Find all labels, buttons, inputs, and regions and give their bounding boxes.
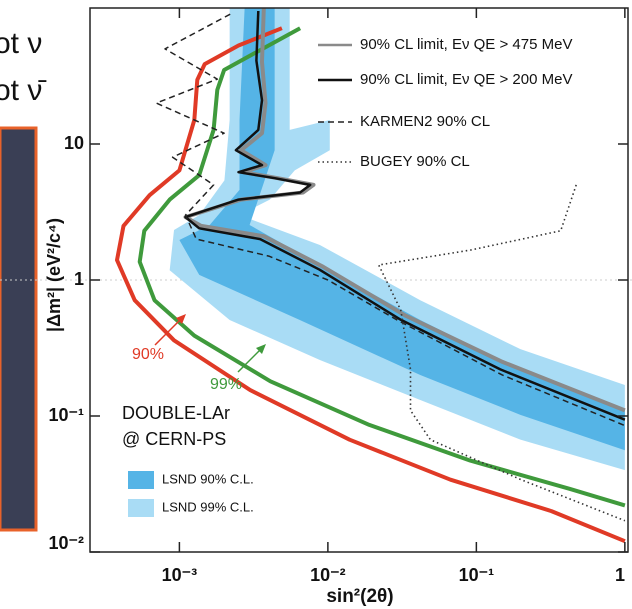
legend-swatch xyxy=(128,499,154,517)
arrow xyxy=(154,317,183,346)
curves xyxy=(115,8,626,544)
bands xyxy=(169,8,625,471)
lsnd-band xyxy=(169,8,625,471)
y-tick-label: 10 xyxy=(64,133,84,153)
arrow xyxy=(237,347,263,373)
side-text: ot ν̄ xyxy=(0,74,47,107)
curve xyxy=(183,8,626,413)
y-tick-label: 10⁻¹ xyxy=(48,405,84,425)
legend-label: 90% CL limit, Eν QE > 475 MeV xyxy=(360,36,572,53)
x-tick-label: 10⁻¹ xyxy=(459,565,495,585)
x-tick-label: 1 xyxy=(615,565,625,585)
legend-label: LSND 90% C.L. xyxy=(162,471,254,486)
legend-label: LSND 99% C.L. xyxy=(162,499,254,514)
legend-label: 90% CL limit, Eν QE > 200 MeV xyxy=(360,71,572,88)
legend-swatch xyxy=(128,471,154,489)
lsnd-band xyxy=(179,8,625,451)
legend-label: KARMEN2 90% CL xyxy=(360,113,490,130)
curve xyxy=(184,10,626,421)
arrow-head xyxy=(256,344,266,354)
curve-label: 99% xyxy=(210,376,242,393)
curve xyxy=(377,184,626,522)
y-axis-label: |Δm²| (eV²/c⁴) xyxy=(44,218,64,332)
y-tick-label: 1 xyxy=(74,269,84,289)
annotation: DOUBLE-LAr xyxy=(122,403,230,423)
curve xyxy=(115,26,626,544)
side-text: ot ν xyxy=(0,27,42,60)
x-tick-label: 10⁻³ xyxy=(162,565,198,585)
legend-label: BUGEY 90% CL xyxy=(360,153,470,170)
curve xyxy=(137,26,626,508)
arrow-head xyxy=(176,314,186,324)
curve-label: 90% xyxy=(132,346,164,363)
annotation: @ CERN-PS xyxy=(122,429,226,449)
x-axis-label: sin²(2θ) xyxy=(326,586,393,607)
curve xyxy=(155,13,626,427)
y-tick-label: 10⁻² xyxy=(48,533,84,553)
x-tick-label: 10⁻² xyxy=(310,565,346,585)
photo-strip xyxy=(0,126,38,532)
